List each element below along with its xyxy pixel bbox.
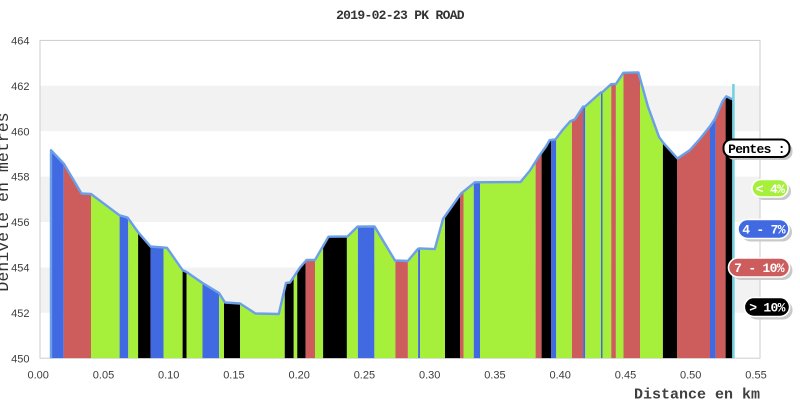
svg-text:450: 450 [11,353,29,365]
svg-text:458: 458 [11,172,29,184]
svg-text:0.20: 0.20 [288,369,309,381]
svg-text:0.40: 0.40 [549,369,570,381]
svg-text:2019-02-23 PK ROAD: 2019-02-23 PK ROAD [336,8,465,23]
svg-text:0.50: 0.50 [680,369,701,381]
svg-text:7 - 10%: 7 - 10% [734,261,785,276]
svg-text:462: 462 [11,81,29,93]
svg-text:456: 456 [11,217,29,229]
svg-text:0.10: 0.10 [158,369,179,381]
svg-text:0.25: 0.25 [354,369,375,381]
svg-text:0.05: 0.05 [93,369,114,381]
svg-text:460: 460 [11,126,29,138]
svg-text:0.15: 0.15 [223,369,244,381]
svg-text:0.30: 0.30 [419,369,440,381]
svg-text:4 - 7%: 4 - 7% [742,223,786,238]
svg-text:Dénivelé en mètres: Dénivelé en mètres [0,112,13,291]
svg-text:> 10%: > 10% [749,301,785,316]
svg-text:Pentes :: Pentes : [728,142,785,157]
svg-text:0.00: 0.00 [27,369,48,381]
svg-text:0.45: 0.45 [615,369,636,381]
svg-text:Distance en km: Distance en km [634,387,760,400]
svg-text:< 4%: < 4% [756,182,785,197]
svg-text:452: 452 [11,308,29,320]
svg-text:0.55: 0.55 [745,369,766,381]
svg-text:454: 454 [11,263,29,275]
svg-text:0.35: 0.35 [484,369,505,381]
svg-text:464: 464 [11,36,29,48]
